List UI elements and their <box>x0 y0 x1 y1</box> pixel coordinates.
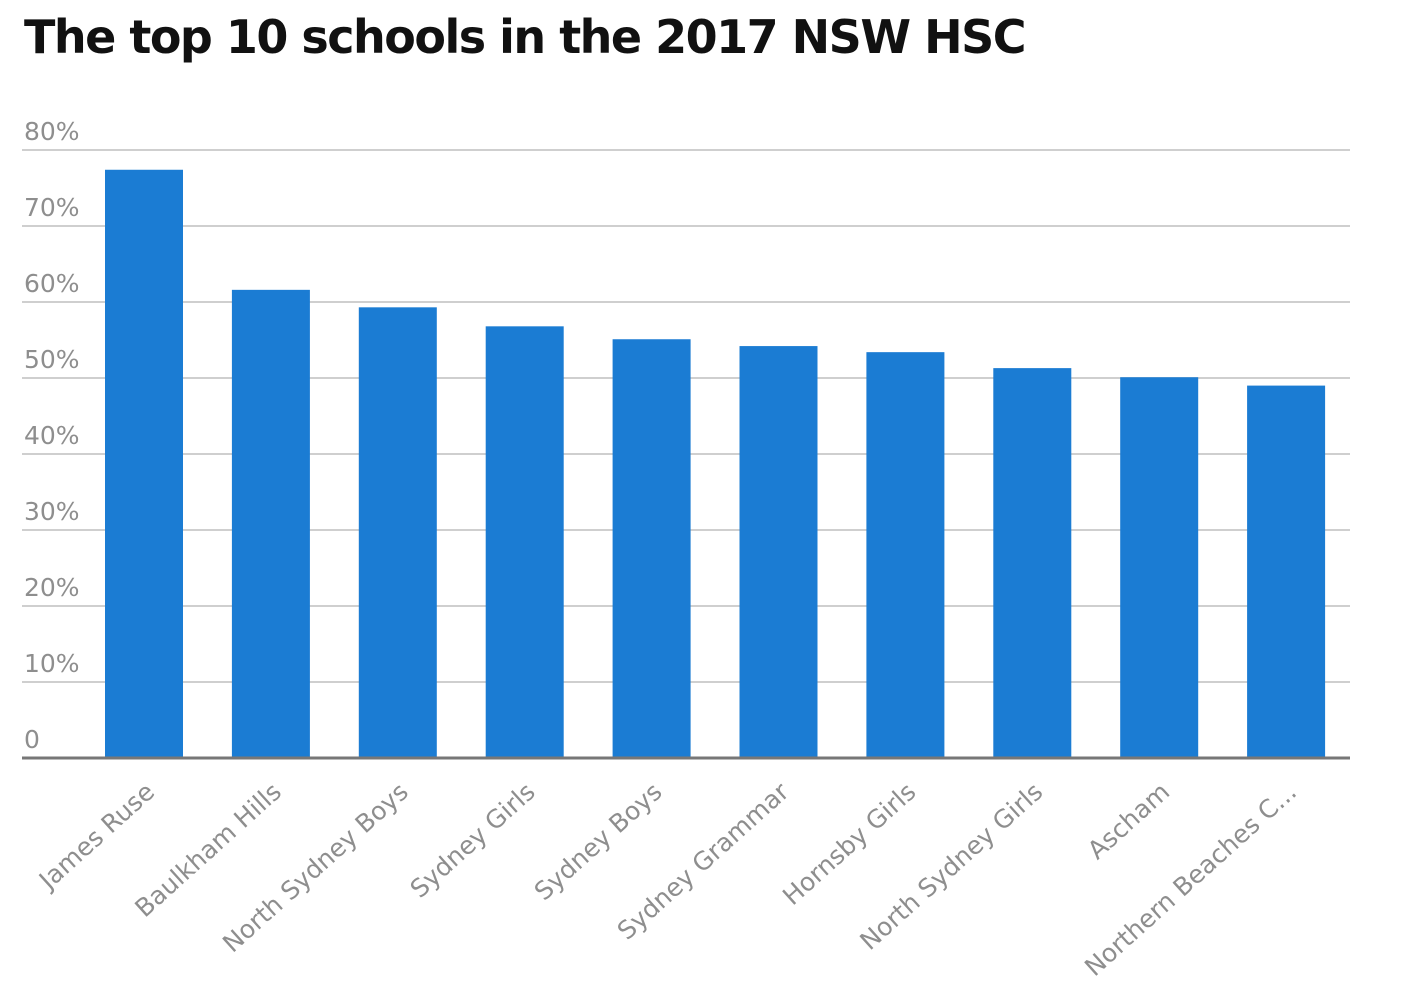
bar[interactable] <box>739 346 818 758</box>
bars <box>105 169 1326 758</box>
bar[interactable] <box>105 169 183 758</box>
y-tick-label: 70% <box>24 193 80 222</box>
bar[interactable] <box>231 289 310 758</box>
bar[interactable] <box>358 307 437 758</box>
bar[interactable] <box>1120 377 1199 758</box>
y-tick-label: 50% <box>24 345 80 374</box>
y-tick-label: 40% <box>24 421 80 450</box>
x-category-label: Sydney Boys <box>529 777 668 906</box>
x-category-label: Sydney Girls <box>405 777 541 904</box>
y-tick-label: 10% <box>24 649 80 678</box>
y-tick-label: 20% <box>24 573 80 602</box>
x-category-label: Hornsby Girls <box>777 777 921 911</box>
y-tick-label: 30% <box>24 497 80 526</box>
chart-title: The top 10 schools in the 2017 NSW HSC <box>24 10 1026 64</box>
bar[interactable] <box>485 326 564 758</box>
y-tick-labels: 0 10% 20% 30% 40% 50% 60% 70% 80% <box>24 117 80 754</box>
x-category-label: James Ruse <box>32 777 160 896</box>
bar[interactable] <box>1247 385 1326 758</box>
y-tick-label: 80% <box>24 117 80 146</box>
bar[interactable] <box>612 339 691 758</box>
x-category-label: Northern Beaches C... <box>1079 777 1302 982</box>
y-tick-label: 60% <box>24 269 80 298</box>
x-category-label: Ascham <box>1082 777 1175 865</box>
y-tick-label: 0 <box>24 725 40 754</box>
bar[interactable] <box>993 368 1072 758</box>
bar[interactable] <box>866 352 945 758</box>
